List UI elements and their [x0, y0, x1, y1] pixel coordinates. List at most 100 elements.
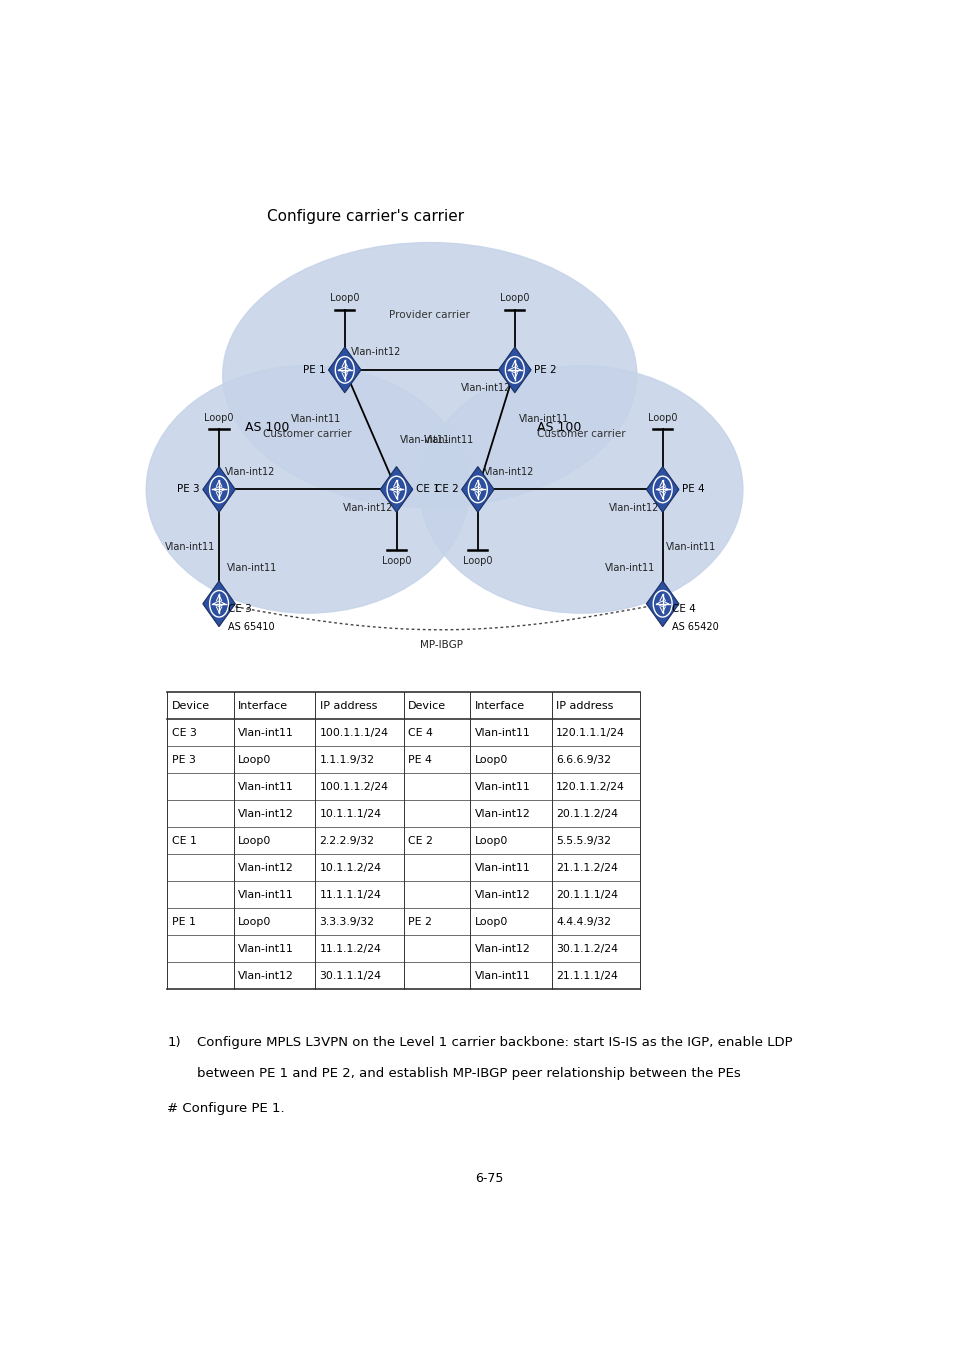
Text: Customer carrier: Customer carrier: [263, 429, 352, 439]
Text: Vlan-int11: Vlan-int11: [475, 863, 530, 873]
Text: Vlan-int12: Vlan-int12: [225, 467, 275, 477]
Polygon shape: [498, 347, 531, 393]
Text: PE 3: PE 3: [176, 485, 199, 494]
Text: PE 2: PE 2: [408, 917, 432, 927]
Text: 10.1.1.2/24: 10.1.1.2/24: [319, 863, 381, 873]
Text: 11.1.1.1/24: 11.1.1.1/24: [319, 890, 381, 900]
Text: MP-IBGP: MP-IBGP: [420, 640, 463, 651]
Polygon shape: [380, 467, 413, 512]
Text: CE 2: CE 2: [408, 836, 433, 846]
Text: 30.1.1.1/24: 30.1.1.1/24: [319, 971, 381, 981]
Text: PE 1: PE 1: [172, 917, 195, 927]
Text: CE 3: CE 3: [228, 603, 252, 614]
Text: 6.6.6.9/32: 6.6.6.9/32: [556, 755, 611, 764]
Text: 21.1.1.2/24: 21.1.1.2/24: [556, 863, 618, 873]
Text: CE 1: CE 1: [416, 485, 439, 494]
Text: Loop0: Loop0: [475, 755, 508, 764]
Text: Vlan-int12: Vlan-int12: [475, 809, 530, 818]
Text: Vlan-int12: Vlan-int12: [483, 467, 534, 477]
Text: Device: Device: [172, 701, 210, 710]
Text: Configure MPLS L3VPN on the Level 1 carrier backbone: start IS-IS as the IGP, en: Configure MPLS L3VPN on the Level 1 carr…: [196, 1037, 792, 1049]
Text: Loop0: Loop0: [462, 556, 492, 566]
Text: AS 100: AS 100: [245, 421, 289, 433]
Text: Vlan-int11: Vlan-int11: [518, 414, 568, 424]
Text: Customer carrier: Customer carrier: [537, 429, 625, 439]
Text: 120.1.1.1/24: 120.1.1.1/24: [556, 728, 624, 737]
Text: CE 3: CE 3: [172, 728, 196, 737]
Polygon shape: [646, 580, 679, 626]
Text: Device: Device: [408, 701, 446, 710]
Text: AS 65420: AS 65420: [671, 622, 718, 633]
Text: Vlan-int11: Vlan-int11: [291, 414, 341, 424]
Text: 100.1.1.1/24: 100.1.1.1/24: [319, 728, 388, 737]
Text: CE 2: CE 2: [435, 485, 457, 494]
Text: Vlan-int11: Vlan-int11: [238, 944, 294, 954]
Text: PE 4: PE 4: [681, 485, 704, 494]
Text: 3.3.3.9/32: 3.3.3.9/32: [319, 917, 375, 927]
Text: 120.1.1.2/24: 120.1.1.2/24: [556, 782, 624, 791]
Text: IP address: IP address: [319, 701, 376, 710]
Text: Vlan-int11: Vlan-int11: [475, 728, 530, 737]
Text: Loop0: Loop0: [238, 917, 272, 927]
Text: Vlan-int11: Vlan-int11: [665, 541, 716, 552]
Text: 4.4.4.9/32: 4.4.4.9/32: [556, 917, 611, 927]
Text: Vlan-int11: Vlan-int11: [226, 563, 276, 572]
Text: CE 1: CE 1: [172, 836, 196, 846]
Text: Vlan-int11: Vlan-int11: [238, 728, 294, 737]
Text: Loop0: Loop0: [475, 917, 508, 927]
Polygon shape: [328, 347, 360, 393]
Text: PE 2: PE 2: [534, 364, 557, 375]
Text: PE 1: PE 1: [302, 364, 325, 375]
Text: Vlan-int11: Vlan-int11: [238, 890, 294, 900]
Text: Interface: Interface: [475, 701, 524, 710]
Text: Interface: Interface: [238, 701, 288, 710]
Text: Loop0: Loop0: [647, 413, 677, 423]
Text: # Configure PE 1.: # Configure PE 1.: [167, 1102, 285, 1115]
Text: Provider carrier: Provider carrier: [389, 310, 470, 320]
Ellipse shape: [419, 366, 742, 613]
Text: 30.1.1.2/24: 30.1.1.2/24: [556, 944, 618, 954]
Text: CE 4: CE 4: [671, 603, 695, 614]
Text: Vlan-int12: Vlan-int12: [460, 383, 511, 393]
Text: Loop0: Loop0: [204, 413, 233, 423]
Text: Vlan-int12: Vlan-int12: [238, 863, 294, 873]
Text: 6-75: 6-75: [475, 1172, 502, 1185]
Text: CE 4: CE 4: [408, 728, 433, 737]
Text: IP address: IP address: [556, 701, 613, 710]
Text: Vlan-int11: Vlan-int11: [475, 782, 530, 791]
Text: 2.2.2.9/32: 2.2.2.9/32: [319, 836, 375, 846]
Text: PE 4: PE 4: [408, 755, 432, 764]
Text: Vlan-int12: Vlan-int12: [608, 504, 659, 513]
Text: Vlan-int12: Vlan-int12: [238, 971, 294, 981]
Text: Vlan-int11: Vlan-int11: [604, 563, 655, 572]
Text: Loop0: Loop0: [381, 556, 411, 566]
Text: Loop0: Loop0: [475, 836, 508, 846]
Text: Vlan-int11: Vlan-int11: [423, 435, 474, 446]
Polygon shape: [646, 467, 679, 512]
Text: Vlan-int12: Vlan-int12: [475, 890, 530, 900]
Text: between PE 1 and PE 2, and establish MP-IBGP peer relationship between the PEs: between PE 1 and PE 2, and establish MP-…: [196, 1068, 740, 1080]
Text: Vlan-int12: Vlan-int12: [351, 347, 400, 358]
Text: Vlan-int11: Vlan-int11: [400, 435, 450, 446]
Text: 21.1.1.1/24: 21.1.1.1/24: [556, 971, 618, 981]
Text: 1): 1): [167, 1037, 181, 1049]
Text: Vlan-int11: Vlan-int11: [238, 782, 294, 791]
Text: 10.1.1.1/24: 10.1.1.1/24: [319, 809, 381, 818]
Text: 20.1.1.1/24: 20.1.1.1/24: [556, 890, 618, 900]
Text: Vlan-int11: Vlan-int11: [475, 971, 530, 981]
Text: Loop0: Loop0: [238, 836, 272, 846]
Ellipse shape: [222, 243, 637, 508]
Text: 11.1.1.2/24: 11.1.1.2/24: [319, 944, 381, 954]
Text: Loop0: Loop0: [330, 293, 359, 304]
Text: Vlan-int11: Vlan-int11: [165, 541, 215, 552]
Text: 20.1.1.2/24: 20.1.1.2/24: [556, 809, 618, 818]
Text: 100.1.1.2/24: 100.1.1.2/24: [319, 782, 388, 791]
Text: Vlan-int12: Vlan-int12: [342, 504, 393, 513]
Text: 5.5.5.9/32: 5.5.5.9/32: [556, 836, 611, 846]
Polygon shape: [203, 467, 235, 512]
Text: Loop0: Loop0: [238, 755, 272, 764]
Text: AS 65410: AS 65410: [228, 622, 274, 633]
Polygon shape: [461, 467, 494, 512]
Text: 1.1.1.9/32: 1.1.1.9/32: [319, 755, 375, 764]
Text: Configure carrier's carrier: Configure carrier's carrier: [267, 209, 464, 224]
